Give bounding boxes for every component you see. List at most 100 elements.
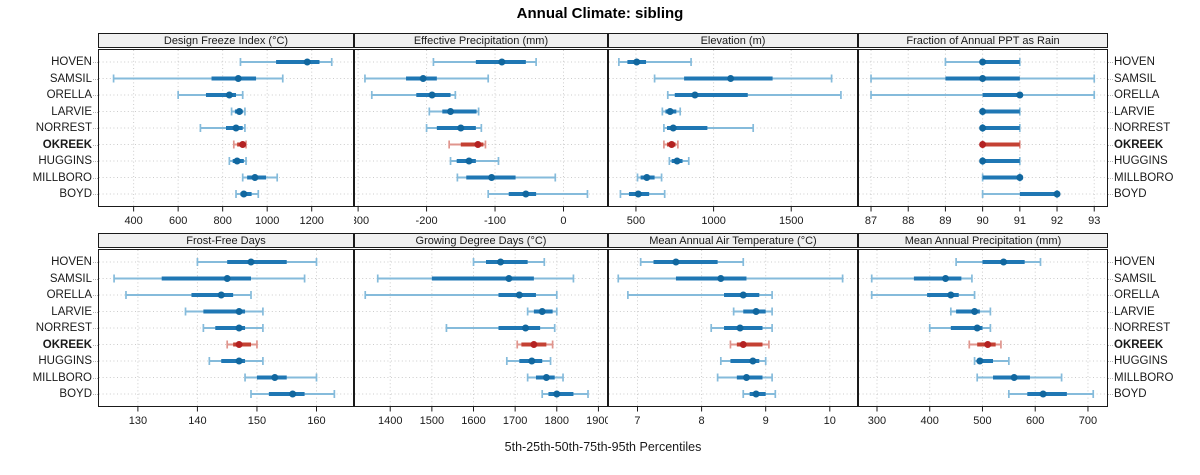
series-boyd-mean-annual-air-temperature-c: [742, 390, 777, 398]
median-dot: [979, 141, 987, 148]
series-huggins-elevation-m: [668, 157, 690, 165]
median-dot: [497, 258, 505, 266]
series-larvie-frost-free-days: [184, 307, 264, 316]
median-dot: [947, 291, 955, 299]
median-dot: [457, 124, 465, 132]
station-label-right-boyd: BOYD: [1114, 188, 1147, 200]
series-huggins-design-freeze-index-c: [228, 157, 247, 165]
series-hoven-elevation-m: [618, 58, 692, 66]
median-dot: [515, 291, 523, 299]
series-samsil-elevation-m: [653, 74, 833, 83]
series-huggins-effective-precipitation-mm: [449, 157, 500, 165]
median-dot: [1016, 174, 1024, 181]
series-hoven-effective-precipitation-mm: [432, 58, 537, 66]
series-orella-design-freeze-index-c: [177, 91, 244, 99]
median-dot: [217, 291, 225, 299]
series-norrest-design-freeze-index-c: [199, 124, 246, 132]
median-dot: [235, 357, 243, 365]
panel-header-mean-annual-air-temperature-c: Mean Annual Air Temperature (°C): [608, 233, 858, 248]
median-dot: [247, 258, 255, 266]
x-tick-label: 90: [977, 215, 989, 227]
left-row-tick: [93, 144, 98, 146]
station-label-left-okreek: OKREEK: [42, 338, 92, 351]
right-row-tick: [1108, 128, 1113, 129]
series-okreek-growing-degree-days-c: [516, 340, 554, 349]
median-dot: [752, 308, 760, 315]
median-dot: [239, 141, 247, 148]
median-dot: [691, 91, 699, 99]
median-dot: [465, 157, 473, 165]
x-tick-label: 140: [188, 415, 206, 427]
series-hoven-design-freeze-index-c: [239, 58, 333, 66]
series-boyd-effective-precipitation-mm: [487, 190, 589, 198]
series-orella-elevation-m: [666, 91, 842, 99]
station-label-left-orella: ORELLA: [46, 289, 92, 301]
series-huggins-growing-degree-days-c: [505, 357, 552, 365]
station-label-left-huggins: HUGGINS: [38, 155, 92, 167]
station-label-left-norrest: NORREST: [35, 122, 92, 134]
median-dot: [522, 190, 530, 198]
series-norrest-elevation-m: [663, 124, 755, 132]
right-row-tick: [1108, 144, 1113, 146]
median-dot: [669, 124, 677, 132]
panel-plot-elevation-m: 500 1000 1500: [608, 49, 858, 227]
series-larvie-mean-annual-air-temperature-c: [732, 307, 773, 316]
median-dot: [942, 275, 950, 282]
median-dot: [522, 324, 530, 332]
median-dot: [488, 174, 496, 181]
x-axis-caption: 5th-25th-50th-75th-95th Percentiles: [504, 440, 702, 454]
series-boyd-mean-annual-precipitation-mm: [1007, 390, 1095, 398]
series-samsil-mean-annual-air-temperature-c: [617, 274, 844, 283]
series-huggins-frost-free-days: [208, 357, 264, 365]
median-dot: [1039, 390, 1047, 398]
x-tick-label: -100: [484, 215, 506, 227]
median-dot: [474, 141, 482, 148]
station-label-left-boyd: BOYD: [59, 388, 92, 400]
panel-plot-mean-annual-precipitation-mm: 300 400 500 600 700: [858, 249, 1108, 427]
median-dot: [1010, 374, 1018, 381]
median-dot: [528, 357, 536, 365]
x-tick-label: 1600: [461, 415, 485, 427]
median-dot: [234, 75, 242, 82]
station-label-left-millboro: MILLBORO: [32, 171, 92, 184]
series-huggins-fraction-of-annual-ppt-as-rain: [979, 157, 1021, 165]
left-row-tick: [93, 95, 98, 96]
station-label-right-norrest: NORREST: [1114, 122, 1171, 134]
right-row-tick: [1108, 161, 1113, 162]
median-dot: [979, 124, 987, 132]
series-millboro-mean-annual-precipitation-mm: [976, 373, 1063, 382]
median-dot: [979, 58, 987, 66]
x-tick-label: 500: [973, 415, 991, 427]
median-dot: [634, 190, 642, 198]
series-okreek-mean-annual-air-temperature-c: [729, 340, 770, 349]
x-tick-label: 1200: [299, 215, 323, 227]
left-row-tick: [93, 111, 98, 113]
x-tick-label: 10: [824, 415, 836, 427]
median-dot: [742, 374, 750, 381]
station-label-right-orella: ORELLA: [1114, 89, 1160, 101]
panel-plot-mean-annual-air-temperature-c: 7 8 9 10: [608, 249, 858, 427]
x-tick-label: 0: [560, 215, 566, 227]
left-row-tick: [93, 311, 98, 313]
x-tick-label: 700: [1079, 415, 1097, 427]
x-tick-label: 88: [902, 215, 914, 227]
x-tick-label: 150: [248, 415, 266, 427]
x-tick-label: 92: [1051, 215, 1063, 227]
station-label-right-norrest: NORREST: [1114, 322, 1171, 334]
series-millboro-fraction-of-annual-ppt-as-rain: [981, 173, 1024, 182]
x-tick-label: 1800: [545, 415, 569, 427]
x-tick-label: 8: [699, 415, 705, 427]
median-dot: [289, 390, 297, 398]
station-label-right-samsil: SAMSIL: [1114, 272, 1157, 285]
series-samsil-growing-degree-days-c: [376, 274, 575, 283]
right-row-tick: [1108, 262, 1113, 263]
median-dot: [1016, 91, 1024, 99]
series-orella-mean-annual-precipitation-mm: [870, 291, 976, 299]
series-larvie-growing-degree-days-c: [526, 307, 558, 316]
right-row-tick: [1108, 111, 1113, 113]
x-tick-label: 7: [634, 415, 640, 427]
left-row-tick: [93, 377, 98, 379]
station-label-right-huggins: HUGGINS: [1114, 155, 1168, 167]
median-dot: [1053, 190, 1061, 198]
